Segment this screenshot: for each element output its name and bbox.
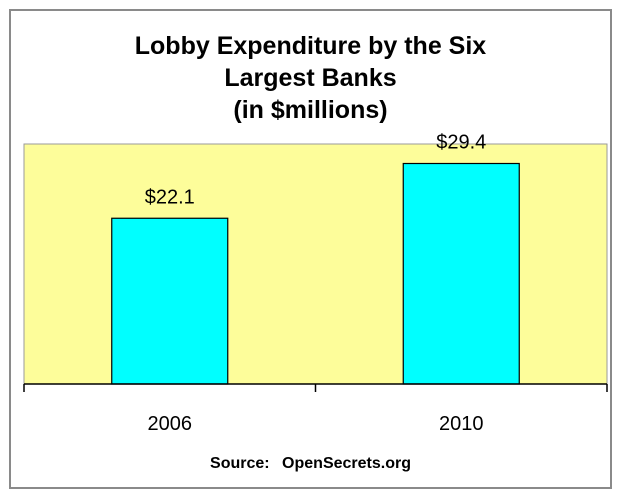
chart-title-line-2: Largest Banks xyxy=(224,64,397,92)
data-labels-layer: $22.1 $29.4 xyxy=(145,132,487,209)
bar-2010 xyxy=(402,162,520,385)
source-value: OpenSecrets.org xyxy=(282,455,411,472)
x-axis-ticks xyxy=(23,384,608,392)
source-note: Source: OpenSecrets.org xyxy=(0,455,621,473)
chart-title: Lobby Expenditure by the Six Largest Ban… xyxy=(0,30,621,126)
x-axis-tick-labels: 2006 2010 xyxy=(148,413,484,435)
bars-layer xyxy=(111,162,520,385)
chart-title-line-1: Lobby Expenditure by the Six xyxy=(134,32,487,60)
x-tick-label-2006: 2006 xyxy=(148,413,193,435)
data-label-2010: $29.4 xyxy=(436,132,486,154)
data-label-2006: $22.1 xyxy=(145,186,195,208)
bar-2006 xyxy=(111,217,229,385)
x-tick-label-2010: 2010 xyxy=(439,413,484,435)
source-label: Source: xyxy=(210,455,270,472)
chart-title-line-3: (in $millions) xyxy=(233,96,388,124)
